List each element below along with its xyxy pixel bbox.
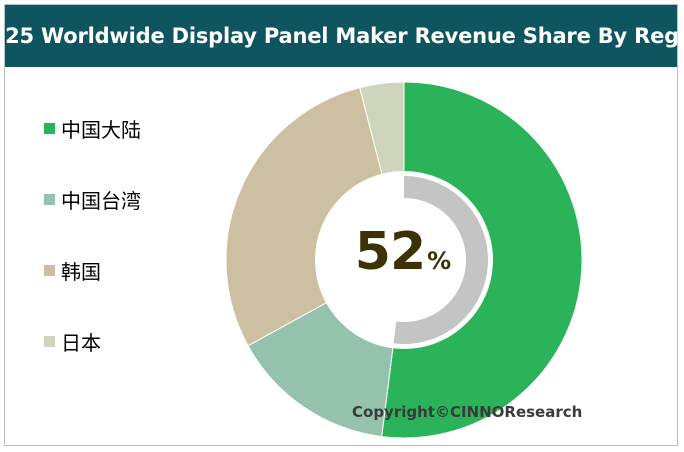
legend-label: 日本 — [61, 330, 101, 355]
legend-swatch — [44, 122, 55, 134]
legend-swatch — [44, 335, 55, 347]
inner-share-ring — [393, 176, 488, 344]
chart-title: 1H'25 Worldwide Display Panel Maker Reve… — [0, 5, 684, 67]
legend-swatch — [44, 193, 55, 205]
legend-label: 韩国 — [61, 259, 101, 284]
legend: 中国大陆 中国台湾 韩国 日本 — [44, 112, 141, 396]
legend-item-japan: 日本 — [44, 325, 141, 357]
legend-label: 中国台湾 — [61, 188, 141, 213]
legend-item-taiwan: 中国台湾 — [44, 183, 141, 215]
center-unit: % — [427, 247, 452, 275]
legend-label: 中国大陆 — [61, 117, 141, 142]
center-value: 52 — [354, 222, 426, 282]
legend-item-mainland-china: 中国大陆 — [44, 112, 141, 144]
inner-ring-group — [315, 171, 493, 349]
copyright-text: Copyright©CINNOResearch — [352, 403, 583, 421]
legend-swatch — [44, 264, 55, 276]
center-percentage-label: 52 % — [353, 222, 453, 292]
legend-item-korea: 韩国 — [44, 254, 141, 286]
